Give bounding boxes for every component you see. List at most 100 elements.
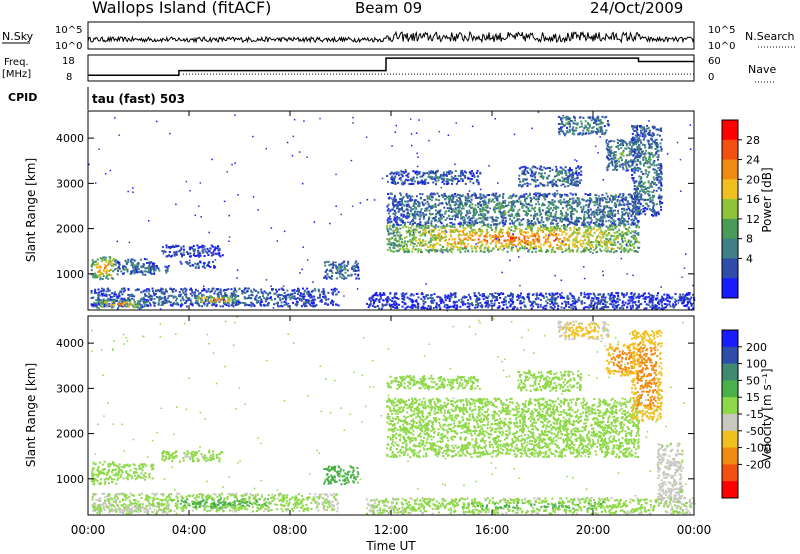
data-cell	[130, 297, 133, 300]
data-cell	[156, 267, 159, 269]
data-cell	[560, 201, 563, 204]
data-cell	[404, 236, 406, 239]
data-cell	[559, 199, 562, 202]
data-cell	[439, 175, 442, 178]
data-cell	[588, 200, 591, 202]
data-cell	[156, 296, 158, 299]
data-cell	[454, 207, 457, 210]
data-cell	[100, 299, 103, 302]
data-cell	[428, 231, 430, 234]
data-cell	[445, 210, 448, 213]
data-cell	[525, 212, 528, 214]
data-cell	[405, 216, 408, 219]
data-cell	[498, 231, 501, 234]
data-cell	[534, 213, 537, 216]
data-cell	[525, 197, 528, 200]
data-cell	[391, 237, 394, 239]
data-cell	[284, 298, 287, 301]
data-cell	[564, 169, 567, 172]
data-cell	[332, 264, 335, 267]
data-cell	[466, 193, 469, 195]
data-cell	[633, 207, 636, 209]
data-cell	[105, 269, 108, 271]
data-cell	[331, 293, 334, 296]
data-cell	[450, 246, 453, 249]
data-cell	[203, 266, 206, 269]
data-cell	[151, 262, 154, 265]
data-cell	[430, 199, 433, 202]
data-cell	[492, 223, 495, 226]
data-cell	[420, 251, 422, 253]
data-cell	[583, 222, 586, 225]
data-cell	[486, 206, 489, 209]
data-cell	[264, 298, 267, 301]
data-cell	[473, 176, 476, 179]
data-cell	[561, 120, 563, 123]
data-cell	[571, 197, 574, 200]
data-cell	[97, 300, 100, 303]
data-cell	[464, 234, 467, 236]
data-cell	[524, 166, 527, 169]
data-cell	[114, 260, 116, 263]
data-cell	[621, 215, 623, 218]
data-cell	[592, 246, 595, 249]
data-cell	[391, 232, 394, 235]
data-cell	[297, 289, 300, 292]
data-cell	[184, 302, 186, 305]
data-cell	[582, 235, 585, 238]
data-cell	[586, 228, 589, 231]
data-cell	[617, 241, 619, 244]
data-cell	[572, 130, 575, 133]
data-cell	[259, 302, 262, 305]
data-cell	[196, 302, 198, 305]
data-cell	[511, 209, 514, 212]
data-cell	[561, 243, 564, 246]
data-cell	[438, 195, 440, 198]
data-cell	[275, 302, 278, 305]
data-cell	[457, 206, 459, 209]
data-cell	[603, 240, 606, 243]
data-cell	[568, 175, 571, 178]
data-cell	[212, 303, 215, 306]
data-cell	[456, 193, 459, 196]
data-cell	[546, 194, 549, 197]
data-cell	[233, 301, 236, 303]
data-cell	[235, 295, 238, 298]
sky-right-tick-bottom: 10^0	[708, 41, 735, 52]
data-cell	[455, 209, 458, 212]
data-cell	[585, 125, 587, 128]
data-cell	[442, 227, 445, 229]
data-cell	[407, 230, 410, 233]
data-cell	[450, 235, 453, 238]
data-cell	[111, 298, 114, 301]
data-cell	[539, 165, 542, 168]
data-cell	[410, 199, 413, 202]
data-cell	[549, 167, 551, 170]
data-cell	[571, 233, 574, 236]
data-cell	[560, 122, 563, 125]
data-cell	[468, 199, 471, 202]
data-cell	[96, 276, 99, 279]
data-cell	[429, 172, 432, 175]
data-cell	[549, 246, 552, 249]
data-cell	[111, 265, 114, 268]
data-cell	[509, 237, 512, 240]
data-cell	[450, 175, 453, 178]
data-cell	[90, 303, 93, 306]
data-cell	[335, 288, 338, 291]
data-cell	[587, 132, 590, 135]
data-cell	[217, 294, 220, 297]
data-cell	[624, 196, 627, 199]
data-cell	[552, 216, 555, 219]
data-cell	[594, 193, 597, 196]
data-cell	[122, 265, 125, 268]
data-cell	[330, 263, 333, 266]
data-cell	[438, 229, 441, 232]
data-cell	[589, 230, 592, 233]
data-cell	[218, 252, 221, 255]
data-cell	[464, 237, 467, 240]
data-cell	[443, 182, 446, 185]
data-cell	[581, 208, 584, 211]
data-cell	[582, 129, 585, 132]
data-cell	[566, 194, 569, 197]
